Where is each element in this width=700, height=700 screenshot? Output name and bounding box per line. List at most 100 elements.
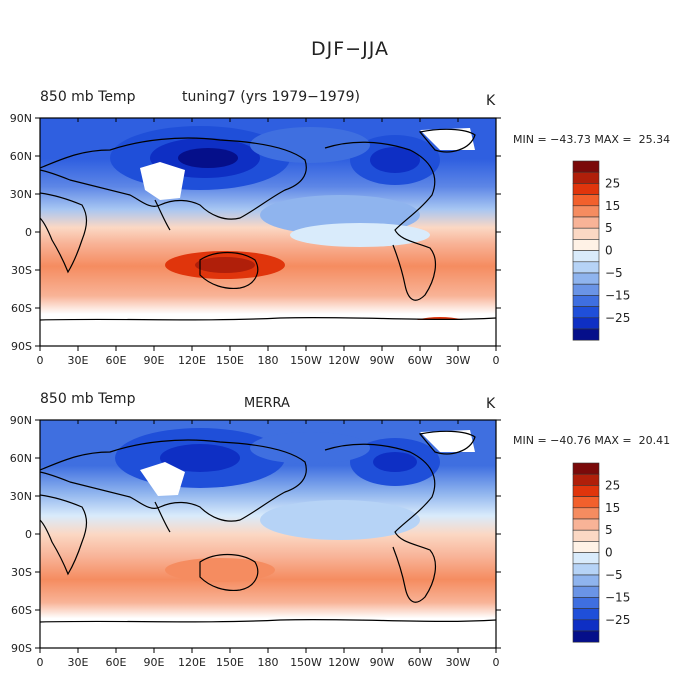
colorbar-swatch xyxy=(572,630,600,643)
colorbar-label: 25 xyxy=(605,478,620,492)
x-tick-label: 120W xyxy=(328,354,360,367)
colorbar-swatch xyxy=(572,552,600,565)
x-tick-label: 0 xyxy=(493,354,500,367)
x-tick-label: 120E xyxy=(178,656,206,669)
x-tick-label: 30W xyxy=(446,656,471,669)
colorbar-swatch xyxy=(572,563,600,576)
y-tick-label: 30S xyxy=(11,566,32,579)
y-tick-label: 30S xyxy=(11,264,32,277)
y-tick-label: 90N xyxy=(10,112,32,125)
panel1-center-title: tuning7 (yrs 1979−1979) xyxy=(182,89,360,105)
colorbar-swatch xyxy=(572,205,600,218)
x-tick-label: 150E xyxy=(216,354,244,367)
panel2-coastlines xyxy=(40,430,496,623)
colorbar-label: 0 xyxy=(605,546,613,560)
x-tick-label: 180 xyxy=(258,354,279,367)
panel1-left-title: 850 mb Temp xyxy=(40,89,136,105)
x-tick-label: 90W xyxy=(370,354,395,367)
colorbar-swatch xyxy=(572,272,600,285)
x-tick-label: 0 xyxy=(493,656,500,669)
x-tick-label: 120E xyxy=(178,354,206,367)
colorbar-label: 15 xyxy=(605,501,620,515)
panel2-minmax: MIN = −40.76 MAX = 20.41 xyxy=(513,434,671,447)
colorbar-swatch xyxy=(572,283,600,296)
colorbar-swatch xyxy=(572,541,600,553)
colorbar-label: −25 xyxy=(605,311,630,325)
y-tick-label: 30N xyxy=(10,188,32,201)
y-tick-label: 90S xyxy=(11,340,32,353)
colorbar-swatch xyxy=(572,485,600,497)
panel2-center-title: MERRA xyxy=(244,396,290,411)
colorbar-swatch xyxy=(572,597,600,609)
panel2-left-title: 850 mb Temp xyxy=(40,391,136,407)
colorbar-swatch xyxy=(572,250,600,263)
x-tick-label: 120W xyxy=(328,656,360,669)
colorbar-swatch xyxy=(572,261,600,274)
colorbar-swatch xyxy=(572,227,600,240)
panel1-axes: 0 30E 60E 90E 120E 150E 180 150W 120W 90W 60W 30W 09… xyxy=(10,112,501,367)
colorbar-label: 5 xyxy=(605,523,613,537)
y-tick-label: 60N xyxy=(10,150,32,163)
panel1-coastlines xyxy=(40,128,496,321)
colorbar-swatch xyxy=(572,194,600,207)
y-tick-label: 0 xyxy=(25,226,32,239)
figure-title: DJF−JJA xyxy=(311,38,389,60)
x-tick-label: 150W xyxy=(290,656,322,669)
colorbar-swatch xyxy=(572,462,600,475)
colorbar-swatch xyxy=(572,585,600,598)
x-tick-label: 150E xyxy=(216,656,244,669)
x-tick-label: 90W xyxy=(370,656,395,669)
x-tick-label: 90E xyxy=(144,354,165,367)
colorbar-label: −15 xyxy=(605,288,630,302)
x-tick-label: 90E xyxy=(144,656,165,669)
colorbar-label: 25 xyxy=(605,176,620,190)
colorbar-swatch xyxy=(572,295,600,307)
colorbar-swatch xyxy=(572,306,600,319)
colorbar-label: −25 xyxy=(605,613,630,627)
colorbar-swatch xyxy=(572,507,600,520)
colorbar-swatch xyxy=(572,216,600,229)
panel1-minmax: MIN = −43.73 MAX = 25.34 xyxy=(513,133,671,146)
colorbar-swatch xyxy=(572,328,600,341)
y-tick-label: 90N xyxy=(10,414,32,427)
colorbar-swatch xyxy=(572,574,600,587)
colorbar-swatch xyxy=(572,608,600,621)
colorbar-label: 5 xyxy=(605,221,613,235)
x-tick-label: 60E xyxy=(106,354,127,367)
y-tick-label: 90S xyxy=(11,642,32,655)
colorbar-label: −5 xyxy=(605,568,623,582)
colorbar-label: 15 xyxy=(605,199,620,213)
colorbar-swatch xyxy=(572,317,600,330)
y-tick-label: 30N xyxy=(10,490,32,503)
colorbar-swatch xyxy=(572,496,600,509)
panel1-colorbar: 25 15 5 0 −5 −15 −25 xyxy=(572,160,630,341)
x-tick-label: 0 xyxy=(37,656,44,669)
x-tick-label: 60W xyxy=(408,656,433,669)
colorbar-swatch xyxy=(572,619,600,632)
colorbar-swatch xyxy=(572,473,600,486)
colorbar-swatch xyxy=(572,529,600,542)
colorbar-label: −15 xyxy=(605,590,630,604)
x-tick-label: 30E xyxy=(68,656,89,669)
y-tick-label: 0 xyxy=(25,528,32,541)
colorbar-swatch xyxy=(572,183,600,195)
colorbar-label: −5 xyxy=(605,266,623,280)
y-tick-label: 60N xyxy=(10,452,32,465)
panel1-units: K xyxy=(486,93,496,109)
colorbar-swatch xyxy=(572,239,600,251)
panel2-units: K xyxy=(486,396,496,412)
x-tick-label: 30E xyxy=(68,354,89,367)
panel2-axes: 0 30E 60E 90E 120E 150E 180 150W 120W 90W 60W 30W 09… xyxy=(10,414,501,669)
x-tick-label: 60E xyxy=(106,656,127,669)
panel2-colorbar: 25 15 5 0 −5 −15 −25 xyxy=(572,462,630,643)
x-tick-label: 60W xyxy=(408,354,433,367)
y-tick-label: 60S xyxy=(11,302,32,315)
x-tick-label: 0 xyxy=(37,354,44,367)
panel1-temperature-field xyxy=(40,118,496,346)
colorbar-label: 0 xyxy=(605,244,613,258)
x-tick-label: 150W xyxy=(290,354,322,367)
x-tick-label: 180 xyxy=(258,656,279,669)
colorbar-swatch xyxy=(572,171,600,184)
colorbar-swatch xyxy=(572,518,600,531)
